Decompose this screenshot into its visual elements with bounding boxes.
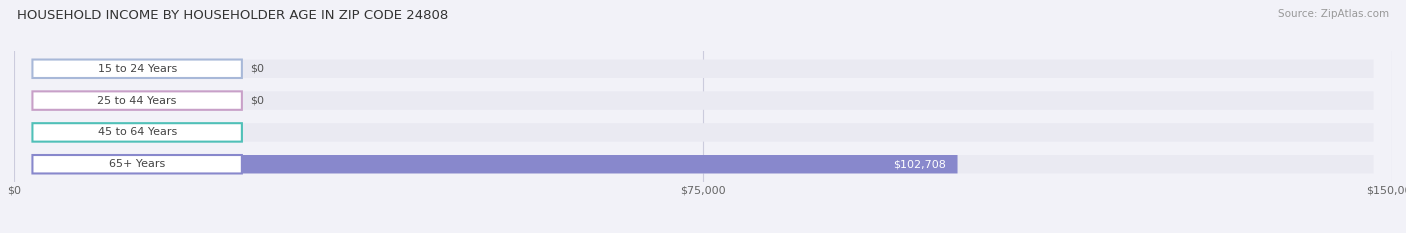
Text: 15 to 24 Years: 15 to 24 Years xyxy=(97,64,177,74)
Text: Source: ZipAtlas.com: Source: ZipAtlas.com xyxy=(1278,9,1389,19)
FancyBboxPatch shape xyxy=(32,60,242,78)
Text: 45 to 64 Years: 45 to 64 Years xyxy=(97,127,177,137)
Text: 25 to 44 Years: 25 to 44 Years xyxy=(97,96,177,106)
FancyBboxPatch shape xyxy=(32,91,1374,110)
FancyBboxPatch shape xyxy=(32,91,242,110)
FancyBboxPatch shape xyxy=(32,155,1374,173)
Text: $24,861: $24,861 xyxy=(186,127,232,137)
FancyBboxPatch shape xyxy=(32,155,957,173)
FancyBboxPatch shape xyxy=(32,123,242,142)
Text: $0: $0 xyxy=(250,96,264,106)
Text: HOUSEHOLD INCOME BY HOUSEHOLDER AGE IN ZIP CODE 24808: HOUSEHOLD INCOME BY HOUSEHOLDER AGE IN Z… xyxy=(17,9,449,22)
FancyBboxPatch shape xyxy=(32,155,242,173)
FancyBboxPatch shape xyxy=(32,123,242,142)
Text: $102,708: $102,708 xyxy=(894,159,946,169)
Text: $0: $0 xyxy=(250,64,264,74)
FancyBboxPatch shape xyxy=(32,60,1374,78)
Text: 65+ Years: 65+ Years xyxy=(110,159,166,169)
FancyBboxPatch shape xyxy=(32,123,1374,142)
